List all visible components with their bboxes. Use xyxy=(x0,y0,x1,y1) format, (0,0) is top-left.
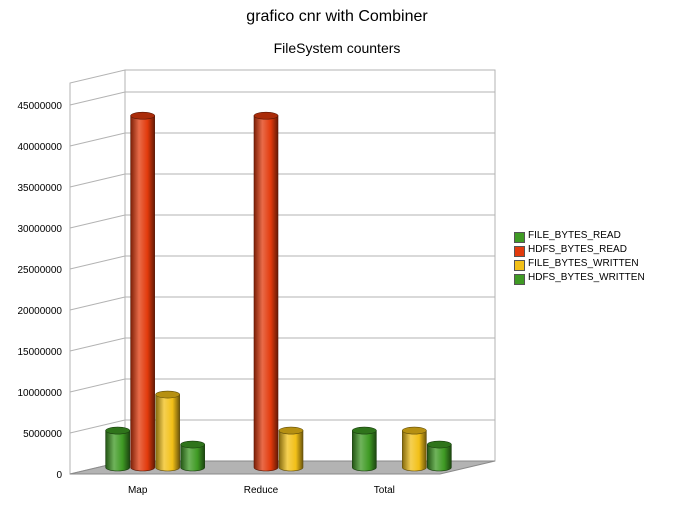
legend-swatch xyxy=(514,260,525,271)
x-tick-label: Total xyxy=(374,485,395,496)
y-tick-label: 20000000 xyxy=(18,306,63,317)
legend-label: HDFS_BYTES_WRITTEN xyxy=(528,272,645,283)
bars xyxy=(105,111,452,472)
y-axis-ticks: 0 5000000 10000000 15000000 20000000 25000000… xyxy=(18,101,63,481)
gridlines xyxy=(69,91,495,434)
y-tick-label: 15000000 xyxy=(18,347,63,358)
y-tick-label: 35000000 xyxy=(18,183,63,194)
legend-label: FILE_BYTES_WRITTEN xyxy=(528,258,639,269)
bar xyxy=(253,111,279,472)
legend-label: FILE_BYTES_READ xyxy=(528,230,621,241)
x-tick-label: Reduce xyxy=(244,485,279,496)
gridline-side xyxy=(69,214,126,229)
bar-top xyxy=(180,440,205,449)
bar xyxy=(427,440,452,472)
legend-swatch xyxy=(514,232,525,243)
bar-top xyxy=(402,426,427,435)
legend-swatch xyxy=(514,246,525,257)
chart-subtitle: FileSystem counters xyxy=(273,40,401,56)
gridline-side xyxy=(69,419,126,434)
bar-body xyxy=(352,430,377,472)
bar xyxy=(105,426,130,472)
bar-body xyxy=(278,430,304,472)
bar xyxy=(278,426,304,472)
bar-body xyxy=(253,115,279,472)
left-wall xyxy=(69,69,126,475)
bar-body xyxy=(130,115,155,472)
bar-body xyxy=(155,394,180,472)
y-tick-label: 0 xyxy=(56,470,62,481)
bar xyxy=(155,390,180,472)
x-tick-label: Map xyxy=(128,485,148,496)
gridline-side xyxy=(69,255,126,270)
bar-body xyxy=(402,430,427,472)
bar-top xyxy=(155,390,180,399)
bar xyxy=(352,426,377,472)
gridline-side xyxy=(69,173,126,188)
gridline-side xyxy=(69,132,126,147)
bar xyxy=(180,440,205,472)
bar-top xyxy=(130,111,155,120)
gridline-side xyxy=(69,296,126,311)
bar-top xyxy=(253,111,279,120)
y-tick-label: 45000000 xyxy=(18,101,63,112)
y-tick-label: 40000000 xyxy=(18,142,63,153)
bar-body xyxy=(105,430,130,472)
bar xyxy=(130,111,155,472)
gridline-side xyxy=(69,378,126,393)
bar-body xyxy=(427,444,452,472)
bar-top xyxy=(352,426,377,435)
chart-title: grafico cnr with Combiner xyxy=(246,8,428,25)
y-tick-label: 30000000 xyxy=(18,224,63,235)
gridline-side xyxy=(69,91,126,106)
legend-label: HDFS_BYTES_READ xyxy=(528,244,627,255)
bar-top xyxy=(105,426,130,435)
back-wall xyxy=(124,69,496,462)
legend-swatch xyxy=(514,274,525,285)
y-tick-label: 25000000 xyxy=(18,265,63,276)
bar-body xyxy=(180,444,205,472)
chart-walls xyxy=(69,69,496,475)
y-tick-label: 5000000 xyxy=(23,429,62,440)
bar-top xyxy=(427,440,452,449)
y-tick-label: 10000000 xyxy=(18,388,63,399)
bar xyxy=(402,426,427,472)
gridline-side xyxy=(69,337,126,352)
bar-top xyxy=(278,426,304,435)
x-axis-ticks: Map Reduce Total xyxy=(128,485,395,496)
